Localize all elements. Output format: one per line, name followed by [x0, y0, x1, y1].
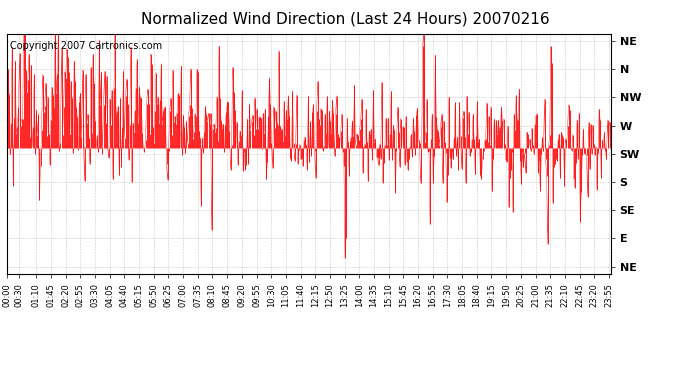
Text: Copyright 2007 Cartronics.com: Copyright 2007 Cartronics.com [10, 41, 162, 51]
Text: Normalized Wind Direction (Last 24 Hours) 20070216: Normalized Wind Direction (Last 24 Hours… [141, 11, 549, 26]
